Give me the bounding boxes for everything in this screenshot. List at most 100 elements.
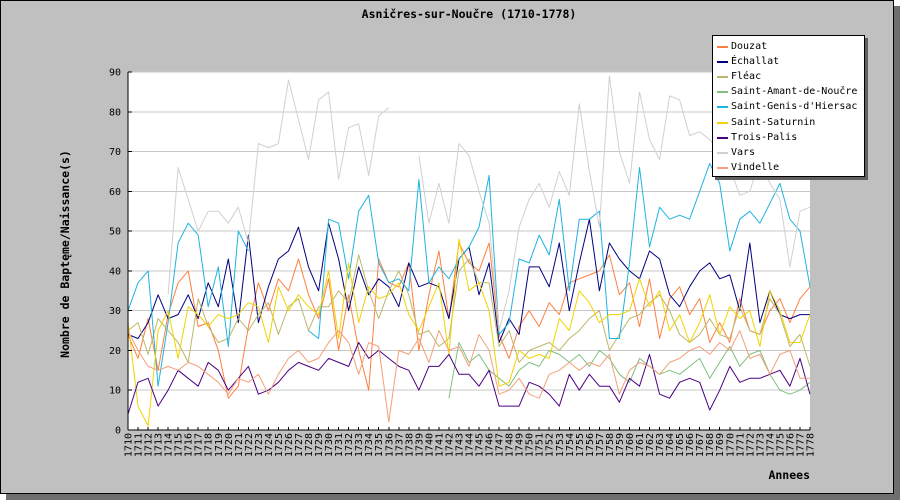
x-tick-label: 1768 [705, 433, 716, 457]
series-line-saint-amant-de-noucre [448, 342, 811, 399]
x-axis-label: Annees [768, 468, 810, 482]
x-tick-label: 1728 [304, 433, 315, 457]
x-tick-label: 1771 [735, 433, 746, 457]
x-tick-label: 1741 [434, 433, 445, 457]
x-tick-label: 1725 [274, 433, 285, 457]
x-tick-label: 1738 [404, 433, 415, 457]
series-line-douzat [127, 242, 811, 399]
x-tick-label: 1758 [605, 433, 616, 457]
x-tick-labels: 1710 1711 1712 1713 1714 1715 1716 1717 1718 1719… [124, 433, 817, 457]
y-tick-label: 60 [109, 187, 121, 198]
x-tick-label: 1745 [475, 433, 486, 457]
legend-swatch [717, 136, 728, 139]
legend-label: Saint-Genis-d'Hiersac [731, 101, 858, 113]
x-tick-label: 1731 [334, 433, 345, 457]
chart-title: Asničres-sur-Noučre (1710-1778) [362, 7, 577, 21]
x-tick-label: 1772 [745, 433, 756, 457]
series-line-fleac [127, 254, 811, 367]
legend: Douzat Échallat Fléac Saint-Amant-de-Noučre… [712, 35, 865, 177]
x-tick-label: 1763 [655, 433, 666, 457]
x-tick-label: 1735 [374, 433, 385, 457]
x-tick-label: 1762 [645, 433, 656, 457]
x-tick-label: 1710 [124, 433, 135, 457]
x-tick-label: 1774 [765, 433, 776, 457]
x-tick-label: 1764 [665, 433, 676, 457]
x-tick-label: 1736 [384, 433, 395, 457]
x-tick-label: 1765 [675, 433, 686, 457]
legend-item-vindelle: Vindelle [713, 161, 864, 175]
legend-item-trois-palis: Trois-Palis [713, 131, 864, 145]
legend-swatch [717, 151, 728, 154]
axes [127, 71, 811, 431]
x-tick-label: 1749 [515, 433, 526, 457]
x-tick-label: 1757 [595, 433, 606, 457]
legend-swatch [717, 76, 728, 79]
legend-label: Fléac [731, 71, 762, 83]
x-tick-label: 1776 [785, 433, 796, 457]
x-tick-label: 1713 [154, 433, 165, 457]
x-tick-label: 1739 [414, 433, 425, 457]
y-tick-label: 40 [109, 266, 121, 277]
legend-swatch [717, 46, 728, 48]
series-line-vars [167, 75, 811, 332]
y-tick-labels: 0 10 20 30 40 50 60 70 80 90 [109, 68, 121, 437]
x-tick-label: 1760 [625, 433, 636, 457]
x-tick-label: 1714 [164, 433, 175, 457]
x-tick-label: 1744 [465, 433, 476, 457]
series-line-saint-saturnin [127, 238, 811, 427]
y-tick-label: 0 [115, 426, 121, 437]
x-tick-label: 1748 [505, 433, 516, 457]
x-tick-label: 1775 [775, 433, 786, 457]
x-tick-label: 1715 [174, 433, 185, 457]
y-tick-label: 70 [109, 147, 121, 158]
legend-item-echallat: Échallat [713, 55, 864, 69]
series-line-trois-palis [127, 342, 811, 415]
legend-item-fleac: Fléac [713, 70, 864, 84]
legend-swatch [717, 121, 728, 124]
legend-swatch [717, 106, 728, 109]
legend-item-saint-saturnin: Saint-Saturnin [713, 116, 864, 130]
x-tick-label: 1722 [244, 433, 255, 457]
x-tick-label: 1712 [144, 433, 155, 457]
x-tick-label: 1726 [284, 433, 295, 457]
x-tick-label: 1752 [545, 433, 556, 457]
x-tick-label: 1729 [314, 433, 325, 457]
x-tick-label: 1733 [354, 433, 365, 457]
legend-label: Saint-Saturnin [731, 116, 816, 128]
legend-item-saint-amant-de-noucre: Saint-Amant-de-Noučre [713, 85, 864, 99]
legend-label: Saint-Amant-de-Noučre [731, 86, 858, 98]
x-tick-label: 1756 [585, 433, 596, 457]
x-tick-label: 1730 [324, 433, 335, 457]
x-tick-label: 1717 [194, 433, 205, 457]
x-tick-label: 1740 [424, 433, 435, 457]
series-line-vindelle [127, 330, 810, 423]
legend-swatch [717, 91, 728, 94]
x-tick-label: 1755 [575, 433, 586, 457]
x-tick-label: 1747 [495, 433, 506, 457]
x-tick-label: 1721 [234, 433, 245, 457]
x-tick-label: 1723 [254, 433, 265, 457]
plot-area [128, 72, 810, 430]
x-tick-label: 1769 [715, 433, 726, 457]
x-tick-label: 1767 [695, 433, 706, 457]
x-tick-label: 1766 [685, 433, 696, 457]
y-tick-label: 50 [109, 227, 121, 238]
x-tick-label: 1727 [294, 433, 305, 457]
x-tick-label: 1734 [364, 433, 375, 457]
y-tick-label: 20 [109, 346, 121, 357]
x-tick-label: 1761 [635, 433, 646, 457]
x-tick-label: 1777 [796, 433, 807, 457]
legend-label: Douzat [731, 41, 768, 52]
x-tick-label: 1718 [204, 433, 215, 457]
x-tick-label: 1750 [525, 433, 536, 457]
x-tick-label: 1759 [615, 433, 626, 457]
y-tick-label: 10 [109, 386, 121, 397]
series-lines [127, 75, 811, 427]
x-tick-label: 1720 [224, 433, 235, 457]
x-tick-label: 1773 [755, 433, 766, 457]
legend-label: Vars [731, 146, 756, 158]
y-tick-label: 30 [109, 306, 121, 317]
legend-label: Vindelle [731, 161, 780, 173]
x-tick-label: 1716 [184, 433, 195, 457]
